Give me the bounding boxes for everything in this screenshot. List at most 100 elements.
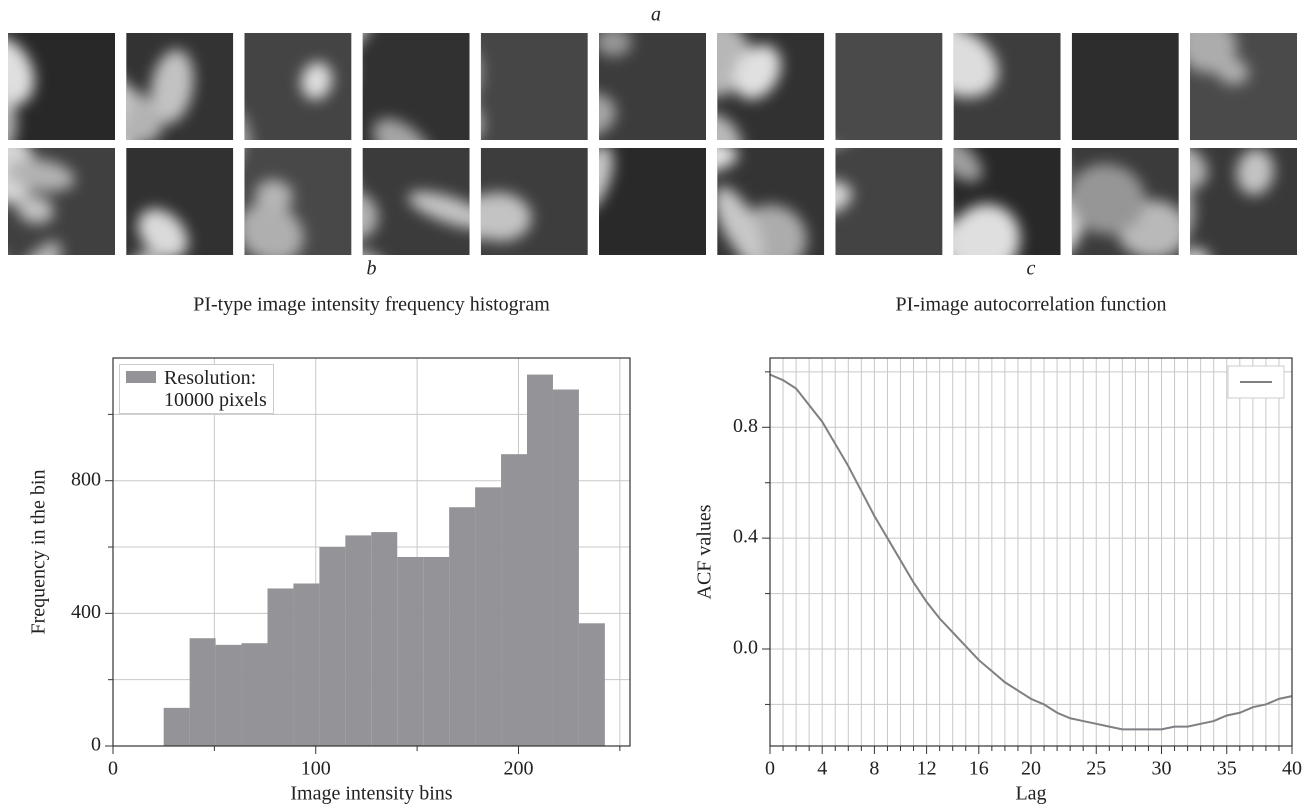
x-tick-label: 20 <box>1021 758 1041 780</box>
legend-swatch <box>126 371 156 383</box>
tile-blobs <box>244 179 304 255</box>
y-tick-label: 400 <box>71 601 101 623</box>
grain <box>717 113 743 140</box>
image-tile <box>8 33 115 140</box>
tile-bg <box>480 33 588 140</box>
tile-blobs <box>126 49 194 140</box>
image-tile <box>1190 148 1297 255</box>
grain <box>373 118 433 140</box>
grain <box>717 148 738 174</box>
tile-bg <box>835 148 943 255</box>
plot-frame <box>112 357 631 747</box>
y-tick-label: 0.8 <box>733 415 758 437</box>
grain <box>835 180 852 216</box>
grain <box>953 33 999 98</box>
image-tile <box>480 148 588 255</box>
tile-bg <box>599 148 706 255</box>
bar <box>215 644 242 746</box>
x-tick-label: 40 <box>1282 758 1302 780</box>
image-tile <box>704 0 943 140</box>
tile-blobs <box>1190 33 1249 85</box>
grain <box>704 0 799 30</box>
x-axis-label: Image intensity bins <box>290 783 452 805</box>
y-tick-label: 0.4 <box>733 526 758 548</box>
grain <box>953 204 1021 255</box>
grain <box>204 0 293 24</box>
bar <box>527 374 553 746</box>
x-tick-label: 4 <box>817 758 827 780</box>
image-tile <box>1071 148 1179 255</box>
image-grid <box>8 0 1297 255</box>
grain <box>733 44 781 100</box>
tile-blobs <box>717 148 807 255</box>
x-tick-label: 200 <box>503 758 533 780</box>
image-tile <box>1071 33 1179 140</box>
grain <box>379 0 423 13</box>
image-tile <box>204 0 470 140</box>
line <box>769 373 1293 731</box>
grain <box>301 62 333 100</box>
x-tick-label: 16 <box>969 758 989 780</box>
grain <box>480 195 499 240</box>
bar <box>501 454 528 746</box>
bar <box>267 588 294 746</box>
image-tile <box>835 148 943 255</box>
tile-bg <box>835 33 943 140</box>
y-tick-label: 0.0 <box>733 637 758 659</box>
image-tile <box>244 33 352 140</box>
legend: Resolution: 10000 pixels <box>119 364 274 414</box>
x-tick-label: 25 <box>1086 758 1106 780</box>
grain <box>150 49 194 124</box>
image-tile <box>717 148 825 255</box>
grain <box>953 148 983 182</box>
chart-title: PI-type image intensity frequency histog… <box>193 294 550 316</box>
bar <box>475 487 502 746</box>
tile-blobs <box>599 148 614 213</box>
grain <box>717 186 763 255</box>
y-axis-label: ACF values <box>694 504 716 599</box>
grain <box>599 33 632 57</box>
image-tile <box>1190 33 1297 140</box>
bar <box>319 547 346 746</box>
image-tile <box>244 148 352 255</box>
grain <box>137 208 188 255</box>
bar <box>449 507 476 746</box>
image-tile <box>599 33 706 140</box>
tile-bg <box>244 33 352 140</box>
bar <box>552 389 579 746</box>
legend-label: Resolution: 10000 pixels <box>164 367 267 411</box>
x-tick-label: 12 <box>917 758 937 780</box>
grain <box>255 179 293 213</box>
tile-blobs <box>480 192 532 242</box>
y-tick-label: 800 <box>71 468 101 490</box>
tile-blobs <box>362 190 470 255</box>
y-tick-label: 0 <box>91 734 101 756</box>
x-tick-label: 0 <box>765 758 775 780</box>
grain <box>1071 163 1146 235</box>
image-tile <box>8 148 115 255</box>
bar <box>293 583 320 746</box>
grain <box>1236 148 1274 196</box>
bar <box>189 638 216 746</box>
x-tick-label: 8 <box>869 758 879 780</box>
tile-blobs <box>204 0 433 140</box>
grain <box>1215 57 1249 85</box>
bar <box>241 643 268 746</box>
image-tile <box>953 33 1061 140</box>
tile-blobs <box>1071 163 1179 255</box>
tile-blobs <box>835 148 857 216</box>
image-tile <box>126 33 234 140</box>
bar <box>578 623 605 746</box>
tile-blobs <box>953 33 999 98</box>
grain <box>408 191 470 230</box>
image-tile <box>379 0 588 140</box>
grain <box>1190 148 1208 190</box>
tile-blobs <box>244 62 333 140</box>
image-tile <box>953 148 1061 255</box>
grain <box>8 36 35 106</box>
plot-frame <box>769 357 1293 747</box>
grain <box>362 190 378 241</box>
grain <box>8 148 36 204</box>
x-tick-label: 30 <box>1152 758 1172 780</box>
